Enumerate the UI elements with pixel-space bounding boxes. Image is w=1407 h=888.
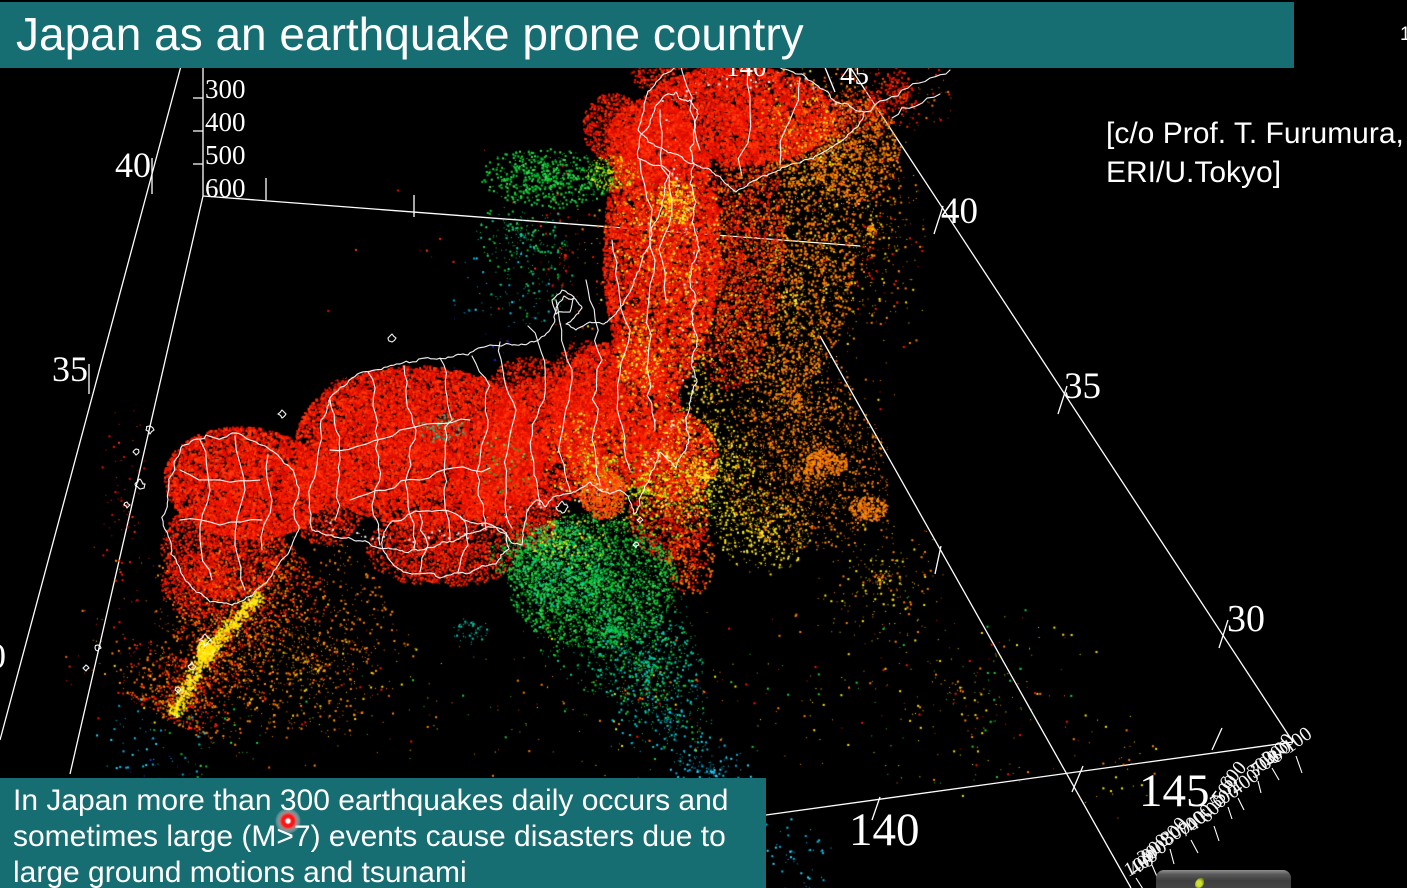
svg-text:30: 30 <box>0 636 6 676</box>
svg-text:40: 40 <box>941 191 978 232</box>
svg-text:30: 30 <box>1227 598 1265 640</box>
svg-text:300: 300 <box>205 74 246 104</box>
svg-text:600: 600 <box>205 173 246 203</box>
svg-text:35: 35 <box>52 349 88 389</box>
svg-text:140: 140 <box>849 804 920 856</box>
svg-text:35: 35 <box>1064 366 1101 407</box>
svg-text:400: 400 <box>205 107 246 137</box>
svg-text:145: 145 <box>1139 765 1210 817</box>
svg-text:40: 40 <box>115 145 151 185</box>
svg-text:500: 500 <box>205 140 246 170</box>
